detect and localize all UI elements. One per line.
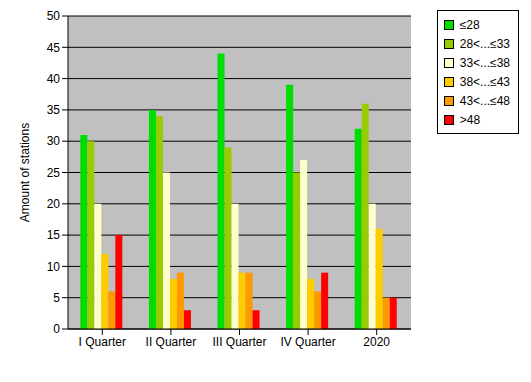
html-text:33<...≤38: 33<...≤38 <box>459 55 510 70</box>
svg-text:IV Quarter: IV Quarter <box>280 335 335 349</box>
html-text:43<...≤48: 43<...≤48 <box>459 93 510 108</box>
svg-text:20: 20 <box>47 197 61 211</box>
svg-text:35: 35 <box>47 103 61 117</box>
html-text:>48: >48 <box>459 112 481 127</box>
svg-text:II Quarter: II Quarter <box>146 335 197 349</box>
html-text:28<...≤33: 28<...≤33 <box>459 36 510 51</box>
svg-text:40: 40 <box>47 72 61 86</box>
svg-text:0: 0 <box>53 322 60 336</box>
svg-text:Amount of stations: Amount of stations <box>18 123 32 222</box>
svg-text:10: 10 <box>47 260 61 274</box>
svg-text:25: 25 <box>47 166 61 180</box>
svg-text:30: 30 <box>47 134 61 148</box>
svg-text:50: 50 <box>47 9 61 23</box>
svg-text:III Quarter: III Quarter <box>212 335 266 349</box>
svg-text:15: 15 <box>47 228 61 242</box>
html-text:≤28: ≤28 <box>459 17 480 32</box>
svg-text:2020: 2020 <box>363 335 390 349</box>
svg-text:I Quarter: I Quarter <box>79 335 126 349</box>
svg-text:45: 45 <box>47 41 61 55</box>
html-text:38<...≤43: 38<...≤43 <box>459 74 510 89</box>
svg-text:5: 5 <box>53 291 60 305</box>
